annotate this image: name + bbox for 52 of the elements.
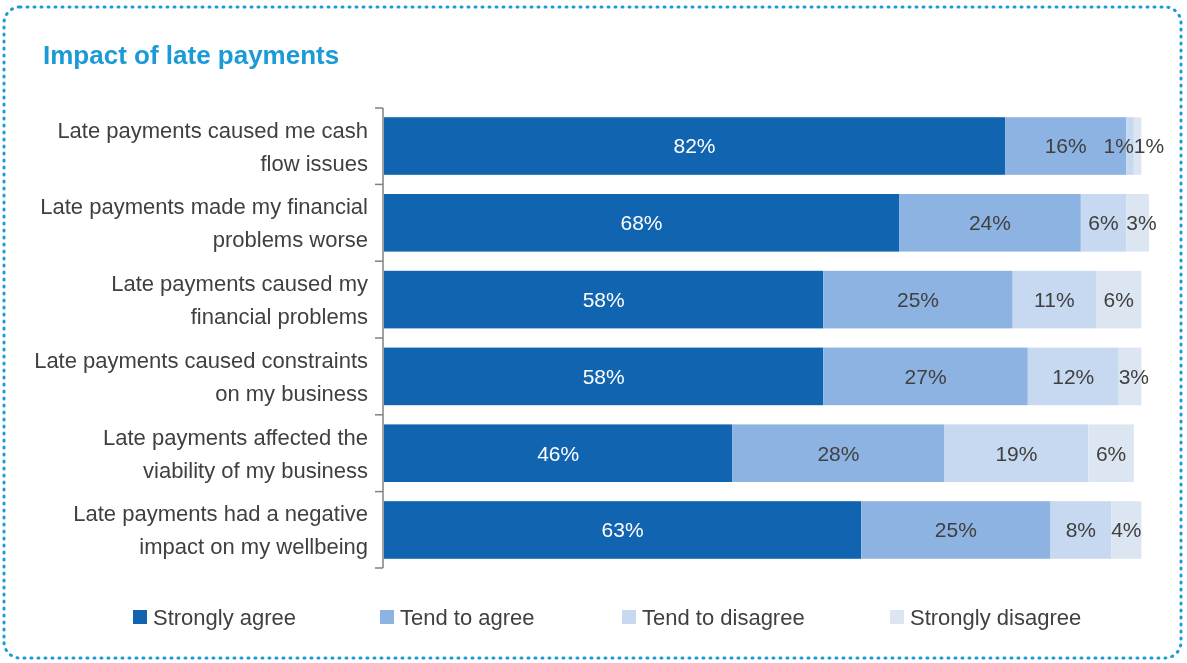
legend-label: Strongly disagree: [910, 605, 1082, 630]
bar: [1027, 347, 1119, 406]
data-label: 82%: [673, 134, 716, 158]
chart-title: Impact of late payments: [43, 40, 340, 70]
y-tick-label: Late payments affected the viability of my business: [103, 424, 368, 483]
data-label: 28%: [817, 441, 860, 465]
data-label: 63%: [601, 518, 644, 542]
y-tick-label: Late payments caused constraints on my business: [34, 347, 368, 406]
bar: [384, 347, 824, 406]
data-label: 46%: [537, 441, 580, 465]
data-label: 58%: [582, 287, 625, 311]
bar: [823, 347, 1028, 406]
data-label: 12%: [1052, 364, 1095, 388]
bar: [384, 424, 733, 482]
data-label: 6%: [1103, 287, 1134, 311]
data-label: 19%: [995, 441, 1038, 465]
data-label: 27%: [904, 364, 947, 388]
data-label: 3%: [1126, 211, 1157, 235]
y-tick-label: Late payments caused me cash flow issues: [57, 117, 368, 176]
bar: [823, 270, 1013, 329]
bar: [1080, 194, 1127, 252]
bar: [1012, 270, 1096, 329]
bar: [384, 501, 862, 559]
legend-label: Strongly agree: [153, 605, 297, 630]
data-label: 6%: [1088, 211, 1119, 235]
data-label: 3%: [1118, 364, 1150, 388]
data-label: 8%: [1065, 518, 1097, 542]
data-label: 6%: [1095, 441, 1127, 465]
bar: [861, 501, 1051, 559]
bar: [732, 424, 945, 482]
data-label: 16%: [1044, 134, 1087, 158]
data-label: 1%: [1103, 134, 1134, 158]
data-label: 25%: [934, 518, 977, 542]
data-label: 4%: [1111, 518, 1142, 542]
y-tick-label: Late payments caused my financial problems: [111, 271, 368, 330]
bar: [899, 194, 1081, 252]
y-tick-label: Late payments had a negative impact on my wellbeing: [73, 501, 368, 560]
legend-label: Tend to agree: [400, 605, 535, 630]
data-label: 25%: [896, 287, 939, 311]
bar: [384, 117, 1006, 175]
data-label: 1%: [1133, 134, 1165, 158]
bar: [384, 194, 900, 252]
data-label: 58%: [582, 364, 625, 388]
data-label: 11%: [1034, 287, 1075, 311]
bar: [1050, 501, 1112, 559]
bar: [384, 270, 824, 329]
legend-label: Tend to disagree: [642, 605, 805, 630]
data-label: 68%: [620, 211, 663, 235]
data-label: 24%: [968, 211, 1011, 235]
y-tick-label: Late payments made my financial problems worse: [40, 194, 368, 253]
bar: [1088, 424, 1134, 482]
bar: [944, 424, 1089, 482]
